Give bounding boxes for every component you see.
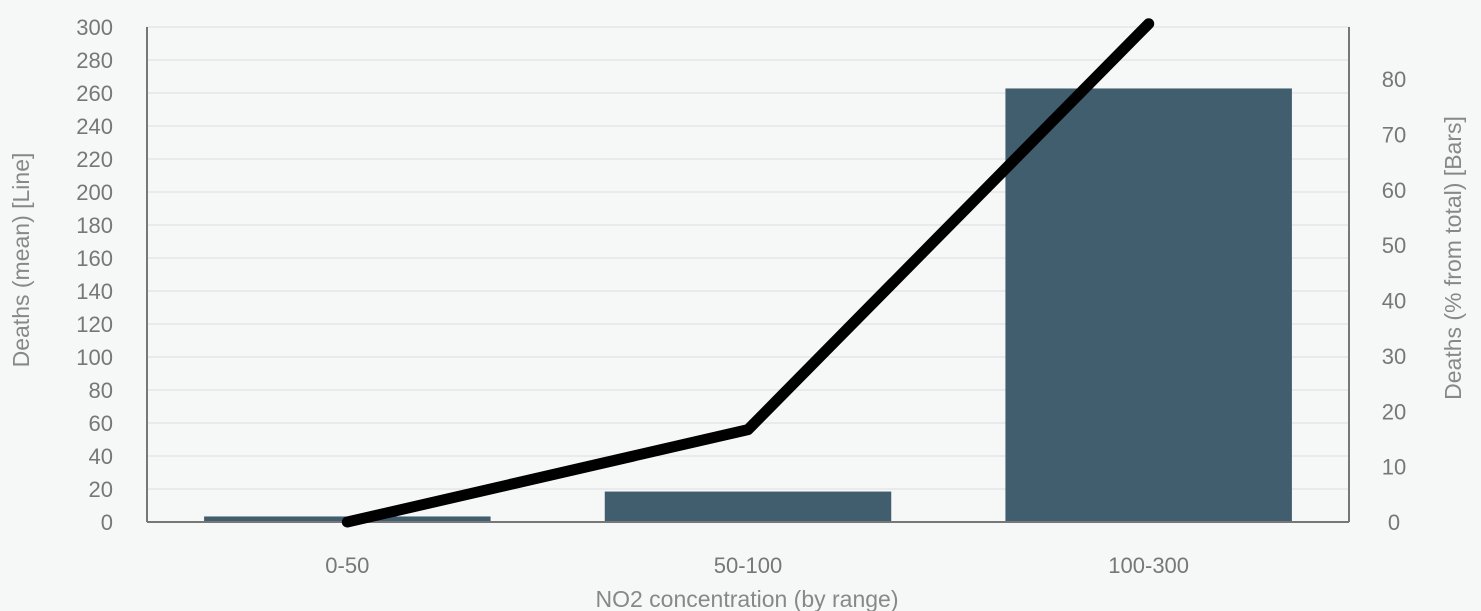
left-tick-label: 100 <box>76 345 113 370</box>
left-tick-label: 220 <box>76 147 113 172</box>
left-tick-label: 80 <box>89 378 113 403</box>
left-tick-label: 160 <box>76 246 113 271</box>
right-tick-label: 30 <box>1382 344 1406 369</box>
right-tick-label: 50 <box>1382 233 1406 258</box>
x-tick-label: 100-300 <box>1108 553 1189 578</box>
x-axis-title: NO2 concentration (by range) <box>596 586 899 611</box>
left-tick-label: 180 <box>76 213 113 238</box>
right-tick-label: 10 <box>1382 455 1406 480</box>
x-tick-label: 50-100 <box>714 553 783 578</box>
line-series <box>341 18 1155 528</box>
bar-100-300 <box>1005 88 1292 523</box>
y-axis-right-title: Deaths (% from total) [Bars] <box>1440 116 1466 400</box>
left-tick-label: 240 <box>76 114 113 139</box>
y-axis-left-title: Deaths (mean) [Line] <box>8 153 34 368</box>
bar-series <box>204 88 1292 523</box>
left-tick-label: 260 <box>76 81 113 106</box>
left-tick-label: 0 <box>101 510 113 535</box>
right-tick-label: 40 <box>1382 289 1406 314</box>
line-point-0-50 <box>346 521 349 523</box>
line-point-100-300 <box>1147 22 1150 25</box>
left-tick-label: 120 <box>76 312 113 337</box>
left-tick-label: 280 <box>76 48 113 73</box>
x-tick-labels: 0-50 50-100 100-300 <box>325 553 1189 578</box>
left-tick-label: 140 <box>76 279 113 304</box>
line-point-50-100 <box>747 428 749 431</box>
left-tick-label: 60 <box>89 411 113 436</box>
left-tick-label: 20 <box>89 477 113 502</box>
right-tick-label: 80 <box>1382 67 1406 92</box>
left-tick-label: 300 <box>76 15 113 40</box>
right-tick-label: 0 <box>1388 510 1400 535</box>
x-tick-label: 0-50 <box>325 553 369 578</box>
right-tick-labels: 0 10 20 30 40 50 60 70 80 <box>1382 67 1406 535</box>
left-tick-label: 40 <box>89 444 113 469</box>
left-tick-labels: 0 20 40 60 80 100 120 140 160 180 200 220 240 260 280 3… <box>76 15 113 535</box>
right-tick-label: 60 <box>1382 178 1406 203</box>
right-tick-label: 20 <box>1382 399 1406 424</box>
right-tick-label: 70 <box>1382 122 1406 147</box>
bar-50-100 <box>604 491 892 522</box>
left-tick-label: 200 <box>76 180 113 205</box>
